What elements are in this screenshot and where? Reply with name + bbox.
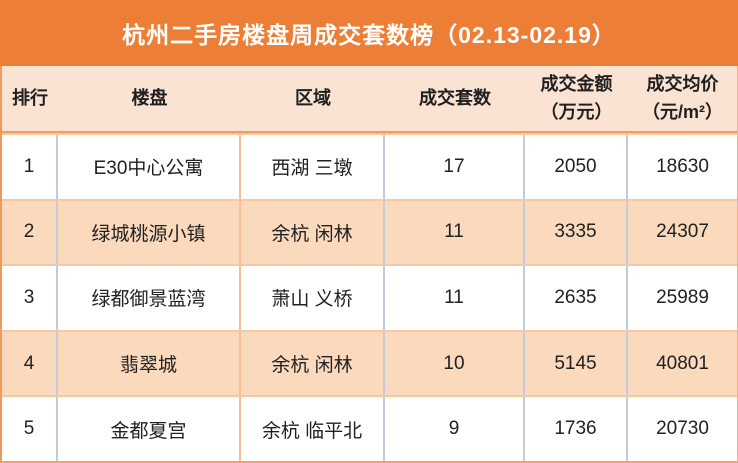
cell-building: 翡翠城 <box>58 331 241 396</box>
page-title: 杭州二手房楼盘周成交套数榜（02.13-02.19） <box>122 22 616 48</box>
table-row: 4 翡翠城 余杭 闲林 10 5145 40801 <box>2 329 737 396</box>
cell-district: 萧山 义桥 <box>241 266 385 330</box>
header-cell-units: 成交套数 <box>385 66 525 131</box>
header-label: 区域 <box>295 87 331 108</box>
cell-units: 17 <box>385 135 525 199</box>
table-row: 1 E30中心公寓 西湖 三墩 17 2050 18630 <box>2 133 737 199</box>
header-cell-avg-price: 成交均价 （元/m²） <box>628 66 737 131</box>
table-row: 5 金都夏宫 余杭 临平北 9 1736 20730 <box>2 395 737 461</box>
header-label: 楼盘 <box>131 87 168 108</box>
header-cell-amount: 成交金额 （万元） <box>525 66 628 131</box>
cell-rank: 1 <box>2 135 58 199</box>
table-row: 2 绿城桃源小镇 余杭 闲林 11 3335 24307 <box>2 198 737 265</box>
cell-building: 金都夏宫 <box>58 397 241 461</box>
cell-avg-price: 25989 <box>656 286 709 308</box>
cell-building: 绿都御景蓝湾 <box>58 266 241 330</box>
header-label: 成交金额 <box>540 73 613 94</box>
table-row: 3 绿都御景蓝湾 萧山 义桥 11 2635 25989 <box>2 264 737 330</box>
cell-avg-price: 18630 <box>656 155 709 177</box>
cell-rank: 2 <box>2 200 58 265</box>
header-label: 排行 <box>12 87 48 108</box>
cell-units: 10 <box>385 331 525 396</box>
table-header-row: 排行 楼盘 区域 成交套数 <box>2 66 737 133</box>
header-label: 成交套数 <box>419 87 491 108</box>
cell-avg-price: 24307 <box>656 221 709 243</box>
cell-building: E30中心公寓 <box>58 135 241 199</box>
header-cell-district: 区域 <box>241 66 385 131</box>
cell-amount: 3335 <box>525 200 628 265</box>
cell-units: 11 <box>385 200 525 265</box>
cell-avg-price: 40801 <box>656 352 709 374</box>
cell-district: 西湖 三墩 <box>241 135 385 199</box>
cell-district: 余杭 闲林 <box>241 200 385 265</box>
transactions-table: 排行 楼盘 区域 成交套数 <box>0 66 738 463</box>
cell-district: 余杭 闲林 <box>241 331 385 396</box>
cell-rank: 5 <box>2 397 58 461</box>
header-sublabel: （万元） <box>540 101 613 122</box>
cell-amount: 2050 <box>525 135 628 199</box>
cell-amount: 2635 <box>525 266 628 330</box>
cell-units: 9 <box>385 397 525 461</box>
cell-district: 余杭 临平北 <box>241 397 385 461</box>
cell-rank: 3 <box>2 266 58 330</box>
header-sublabel: （元/m²） <box>642 101 723 122</box>
cell-units: 11 <box>385 266 525 330</box>
cell-rank: 4 <box>2 331 58 396</box>
header-cell-building: 楼盘 <box>58 66 241 131</box>
header-cell-rank: 排行 <box>2 66 58 131</box>
cell-avg-price: 20730 <box>656 418 709 440</box>
cell-amount: 1736 <box>525 397 628 461</box>
cell-building: 绿城桃源小镇 <box>58 200 241 265</box>
table-title-banner: 杭州二手房楼盘周成交套数榜（02.13-02.19） <box>0 0 738 66</box>
header-label: 成交均价 <box>646 73 719 94</box>
cell-amount: 5145 <box>525 331 628 396</box>
